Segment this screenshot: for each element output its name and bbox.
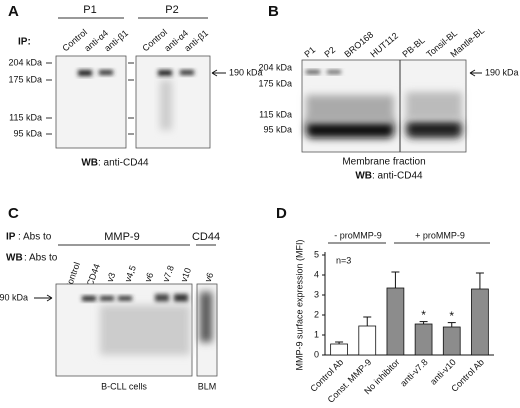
band [78,70,92,76]
marker-label: 115 kDa [9,112,42,122]
marker-label: 175 kDa [258,78,292,88]
smear [100,305,190,355]
lane-label: v4,5 [123,264,138,283]
bar [358,325,377,356]
y-tick-label: 4 [314,269,319,279]
arrow-label: 190 kDa [229,67,263,77]
value-label: * [449,309,454,323]
lane-label: P2 [322,45,337,60]
y-axis-label: MMP-9 surface expression (MFI) [294,239,304,370]
y-tick-label: 2 [314,309,319,319]
panel-a: A P1 P2 IP: Control anti-α4 anti-β1 Cont… [8,3,263,169]
caption: Membrane fraction [342,157,425,168]
group-label: CD44 [192,231,220,243]
panel-label: C [8,205,19,222]
ip-label: IP [6,232,16,243]
value-label: * [421,308,426,322]
annotation: n=3 [336,255,351,265]
band [100,296,114,301]
group-label: MMP-9 [104,231,139,243]
lane-label: v7.8 [161,264,176,283]
smear [160,80,172,130]
band [327,70,341,74]
band [306,70,320,74]
wb-text: : anti-CD44 [372,171,423,182]
bar [386,287,405,356]
panel-label: D [276,205,287,222]
lane-label: v3 [105,271,118,283]
group-label: - proMMP-9 [334,230,382,240]
bar [442,326,461,356]
band [180,70,194,75]
wb-label: WB [6,253,23,264]
arrow-label: 190 kDa [485,67,519,77]
marker-label: 204 kDa [8,57,42,67]
wb-label: WB [81,158,98,169]
arrow [469,69,482,77]
smear [306,95,394,123]
band [158,70,172,76]
panel-label: B [268,3,279,20]
y-tick-label: 1 [314,329,319,339]
marker-label: 95 kDa [263,124,292,134]
lane-label: P1 [302,45,317,60]
wb-label: WB [355,171,372,182]
group-label: P2 [165,4,178,16]
ip-label: IP: [18,37,31,48]
bar [471,288,489,356]
panel-label: A [8,3,19,20]
band [406,120,462,138]
x-tick-label: anti-v7.8 [398,357,429,388]
y-tick-label: 3 [314,289,319,299]
panel-c: C IP : Abs to MMP-9 CD44 WB : Abs to Con… [0,205,220,391]
y-tick-label: 0 [314,349,319,359]
wb-text: : Abs to [24,253,58,264]
band [155,294,169,302]
marker-label: 190 kDa [0,292,28,302]
y-tick-label: 5 [314,249,319,259]
band [99,70,113,75]
arrow [211,69,226,77]
panel-b: B P1 P2 BRO168 HUT112 PB-BL Tonsil-BL Ma… [258,3,518,182]
marker-label: 95 kDa [13,128,42,138]
wb-text: : anti-CD44 [98,158,149,169]
band [118,296,132,301]
lane-label: v10 [179,266,193,283]
bar [330,343,348,356]
ip-text: : Abs to [18,232,52,243]
arrow [34,294,53,302]
band [82,296,96,301]
caption: BLM [198,381,217,391]
group-label: + proMMP-9 [415,230,465,240]
group-label: P1 [83,4,96,16]
marker-label: 204 kDa [258,62,292,72]
marker-label: 175 kDa [8,74,42,84]
band [200,292,212,342]
bar [414,323,433,356]
lane-label: v6 [143,271,156,283]
lane-label: v6 [203,271,216,283]
panel-d: D MMP-9 surface expression (MFI) - proMM… [276,205,494,405]
band [174,294,188,302]
caption: B-CLL cells [101,381,147,391]
blot [135,55,211,149]
smear [406,92,462,120]
lane-label: PB-BL [400,35,426,59]
blot [55,55,127,149]
marker-ticks [46,62,134,135]
band [306,120,394,138]
marker-label: 115 kDa [259,109,292,119]
